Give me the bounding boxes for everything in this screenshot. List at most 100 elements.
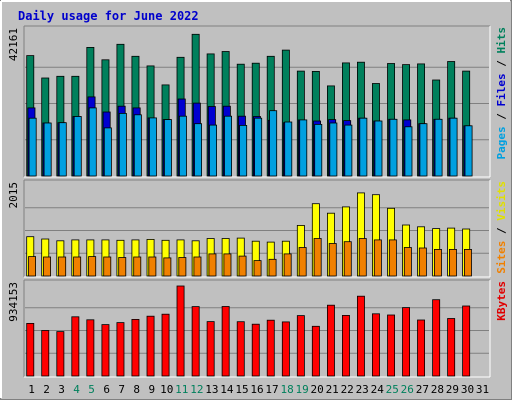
pages-bar	[434, 118, 443, 177]
sites-bar	[313, 238, 322, 277]
pages-bar	[209, 124, 217, 177]
kbytes-bar	[131, 318, 140, 377]
day-tick-label: 29	[446, 383, 459, 396]
day-tick-label: 6	[103, 383, 110, 396]
day-tick-label: 22	[341, 383, 354, 396]
kbytes-bar	[447, 318, 456, 377]
day-tick-label: 20	[310, 383, 323, 396]
sites-bar	[418, 247, 427, 277]
day-tick-label: 8	[133, 383, 140, 396]
sites-bar	[268, 258, 277, 277]
series-pages	[28, 107, 473, 177]
day-tick-label: 2	[43, 383, 50, 396]
sites-bar	[193, 256, 202, 277]
sites-bar	[178, 257, 187, 277]
pages-bar	[464, 125, 473, 177]
sites-bar	[388, 239, 397, 277]
sites-bar	[103, 256, 112, 277]
pages-bar	[28, 117, 37, 177]
day-tick-label: 9	[148, 383, 155, 396]
pages-bar	[194, 123, 202, 177]
kbytes-bar	[146, 315, 155, 377]
kbytes-bar	[26, 322, 35, 377]
pages-bar	[284, 121, 293, 177]
sites-bar	[253, 260, 262, 277]
kbytes-bar	[236, 321, 245, 377]
legend-entry: Files	[495, 73, 508, 106]
day-tick-label: 10	[160, 383, 173, 396]
day-tick-label: 4	[73, 383, 80, 396]
sites-bar	[73, 256, 82, 277]
kbytes-bar	[326, 304, 335, 377]
day-tick-label: 24	[371, 383, 385, 396]
day-tick-label: 25	[386, 383, 399, 396]
pages-bar	[224, 115, 232, 177]
pages-bar	[58, 122, 67, 177]
pages-bar	[148, 117, 157, 177]
pages-bar	[88, 107, 97, 177]
sites-bar	[283, 253, 292, 277]
sites-bar	[403, 247, 412, 277]
legend-entry: /	[495, 54, 508, 74]
pages-bar	[118, 113, 127, 177]
pages-bar	[389, 118, 398, 177]
panel-series-legend: Pages / Files / Hits	[495, 27, 508, 160]
kbytes-bar	[161, 313, 170, 377]
kbytes-bar	[116, 322, 125, 377]
pages-bar	[178, 115, 187, 177]
day-tick-label: 7	[118, 383, 125, 396]
sites-bar	[133, 256, 142, 277]
chart-title: Daily usage for June 2022	[18, 9, 199, 23]
sites-bar	[148, 256, 157, 277]
kbytes-bar	[101, 324, 110, 377]
sites-bar	[298, 247, 307, 277]
kbytes-bar	[432, 299, 441, 377]
pages-bar	[163, 119, 172, 177]
panel-max-label: 2015	[7, 182, 20, 209]
pages-bar	[254, 117, 263, 177]
sites-bar	[163, 257, 172, 277]
kbytes-bar	[191, 306, 200, 377]
sites-bar	[463, 248, 472, 277]
pages-bar	[299, 119, 308, 177]
day-tick-label: 23	[356, 383, 369, 396]
series-sites	[28, 238, 472, 277]
legend-entry: /	[495, 107, 508, 127]
kbytes-bar	[281, 321, 290, 377]
legend-entry: Hits	[495, 27, 508, 54]
kbytes-bar	[462, 305, 471, 377]
pages-bar	[329, 122, 338, 177]
legend-entry: Sites	[495, 241, 508, 274]
kbytes-bar	[251, 323, 260, 377]
legend-entry: Pages	[495, 126, 508, 159]
kbytes-bar	[356, 295, 365, 377]
chart-panels: 42161 Pages / Files / Hits 2015 Sites / Vis…	[7, 25, 508, 378]
pages-bar	[419, 123, 428, 177]
panel-series-legend: Sites / Visits	[495, 181, 508, 274]
x-axis-labels: 1 2 3 4 5 6 7 8 9 10 11 12 13 14 15 16 17 18 19 20 21 22 23 24 2…	[28, 383, 489, 396]
pages-bar	[374, 120, 383, 177]
day-tick-label: 19	[295, 383, 308, 396]
day-tick-label: 31	[476, 383, 489, 396]
day-tick-label: 27	[416, 383, 429, 396]
kbytes-bar	[402, 307, 410, 377]
sites-bar	[343, 241, 352, 277]
day-tick-label: 18	[280, 383, 293, 396]
day-tick-label: 12	[190, 383, 203, 396]
day-tick-label: 17	[265, 383, 278, 396]
legend-entry: KBytes	[495, 281, 508, 321]
kbytes-bar	[221, 306, 230, 377]
legend-entry: /	[495, 221, 508, 241]
panel-max-label: 934153	[7, 282, 20, 322]
day-tick-label: 16	[250, 383, 263, 396]
pages-bar	[344, 124, 353, 177]
sites-bar	[88, 256, 97, 277]
day-tick-label: 28	[431, 383, 444, 396]
series-kbytes	[26, 285, 471, 377]
sites-bar	[208, 253, 217, 277]
kbytes-bar	[417, 319, 425, 377]
sites-bar	[328, 243, 337, 277]
sites-bar	[118, 257, 127, 277]
